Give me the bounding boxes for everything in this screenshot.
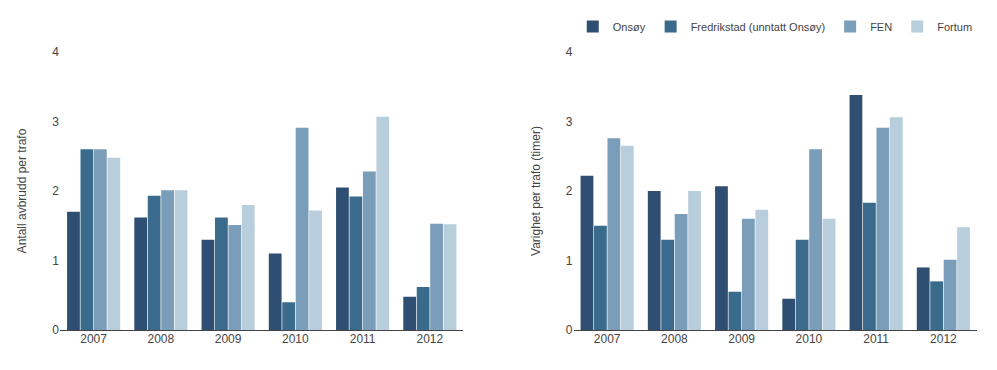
svg-text:2010: 2010: [282, 332, 309, 346]
svg-text:4: 4: [566, 45, 573, 59]
svg-text:2009: 2009: [215, 332, 242, 346]
svg-text:2010: 2010: [796, 332, 823, 346]
svg-text:2: 2: [566, 184, 573, 198]
svg-text:2012: 2012: [417, 332, 444, 346]
svg-text:Onsøy: Onsøy: [613, 21, 646, 33]
svg-text:2011: 2011: [350, 332, 376, 346]
svg-text:0: 0: [52, 323, 59, 337]
svg-text:2007: 2007: [80, 332, 107, 346]
svg-text:Fredrikstad (unntatt Onsøy): Fredrikstad (unntatt Onsøy): [691, 21, 826, 33]
svg-text:Varighet per trafo (timer): Varighet per trafo (timer): [529, 126, 543, 256]
svg-text:FEN: FEN: [870, 21, 892, 33]
svg-text:2: 2: [52, 184, 59, 198]
svg-text:4: 4: [52, 45, 59, 59]
svg-text:Antall avbrudd per trafo: Antall avbrudd per trafo: [15, 128, 29, 253]
svg-text:2009: 2009: [728, 332, 755, 346]
svg-text:2008: 2008: [661, 332, 688, 346]
svg-text:2011: 2011: [863, 332, 889, 346]
svg-text:3: 3: [566, 115, 573, 129]
svg-text:3: 3: [52, 115, 59, 129]
svg-text:1: 1: [52, 254, 59, 268]
svg-text:1: 1: [566, 254, 573, 268]
svg-text:0: 0: [566, 323, 573, 337]
svg-text:2008: 2008: [148, 332, 175, 346]
svg-text:2007: 2007: [594, 332, 621, 346]
svg-text:2012: 2012: [930, 332, 957, 346]
svg-text:Fortum: Fortum: [937, 21, 972, 33]
